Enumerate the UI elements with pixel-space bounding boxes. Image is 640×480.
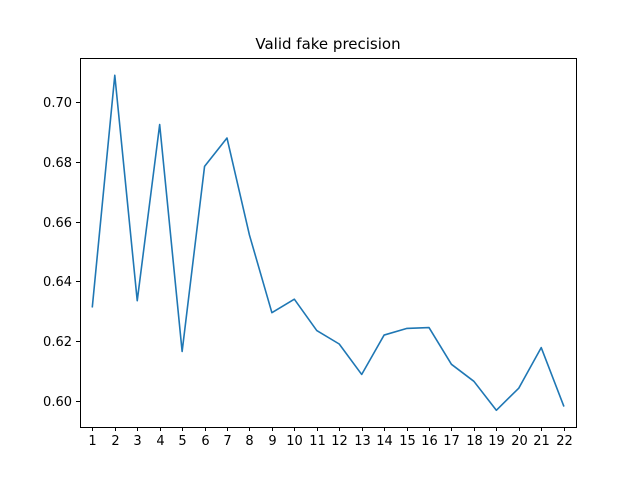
x-tick-label: 11 [309, 434, 326, 449]
x-tick-label: 4 [156, 434, 164, 449]
x-tick-label: 19 [488, 434, 505, 449]
x-tick-label: 3 [133, 434, 141, 449]
y-tick-label: 0.70 [43, 96, 72, 111]
x-tick-label: 10 [286, 434, 303, 449]
y-tick-label: 0.64 [43, 275, 72, 290]
x-tick-label: 20 [511, 434, 528, 449]
x-tick-label: 15 [399, 434, 416, 449]
y-tick-label: 0.68 [43, 156, 72, 171]
y-tick-label: 0.62 [43, 335, 72, 350]
x-tick-label: 12 [331, 434, 348, 449]
x-tick-label: 17 [443, 434, 460, 449]
y-tick-label: 0.60 [43, 395, 72, 410]
x-tick-label: 2 [111, 434, 119, 449]
x-axis-ticks: 1 2 3 4 5 6 7 8 9 10 11 12 13 14 15 16 17 18 19 20 21 22 [88, 427, 573, 449]
plot-area-frame [80, 58, 577, 428]
series-layer [91, 74, 565, 412]
y-tick-label: 0.66 [43, 216, 72, 231]
y-axis-ticks: 0.60 0.62 0.64 0.66 0.68 0.70 [43, 96, 81, 410]
x-tick-label: 16 [421, 434, 438, 449]
chart-title: Valid fake precision [255, 35, 400, 53]
x-tick-label: 9 [268, 434, 276, 449]
x-tick-label: 14 [376, 434, 393, 449]
x-tick-label: 7 [223, 434, 231, 449]
x-tick-label: 22 [556, 434, 573, 449]
x-tick-label: 5 [178, 434, 186, 449]
x-tick-label: 18 [466, 434, 483, 449]
x-tick-label: 6 [201, 434, 209, 449]
series-line [91, 74, 565, 412]
x-tick-label: 1 [88, 434, 96, 449]
x-tick-label: 21 [533, 434, 550, 449]
x-tick-label: 8 [245, 434, 253, 449]
x-tick-label: 13 [354, 434, 371, 449]
